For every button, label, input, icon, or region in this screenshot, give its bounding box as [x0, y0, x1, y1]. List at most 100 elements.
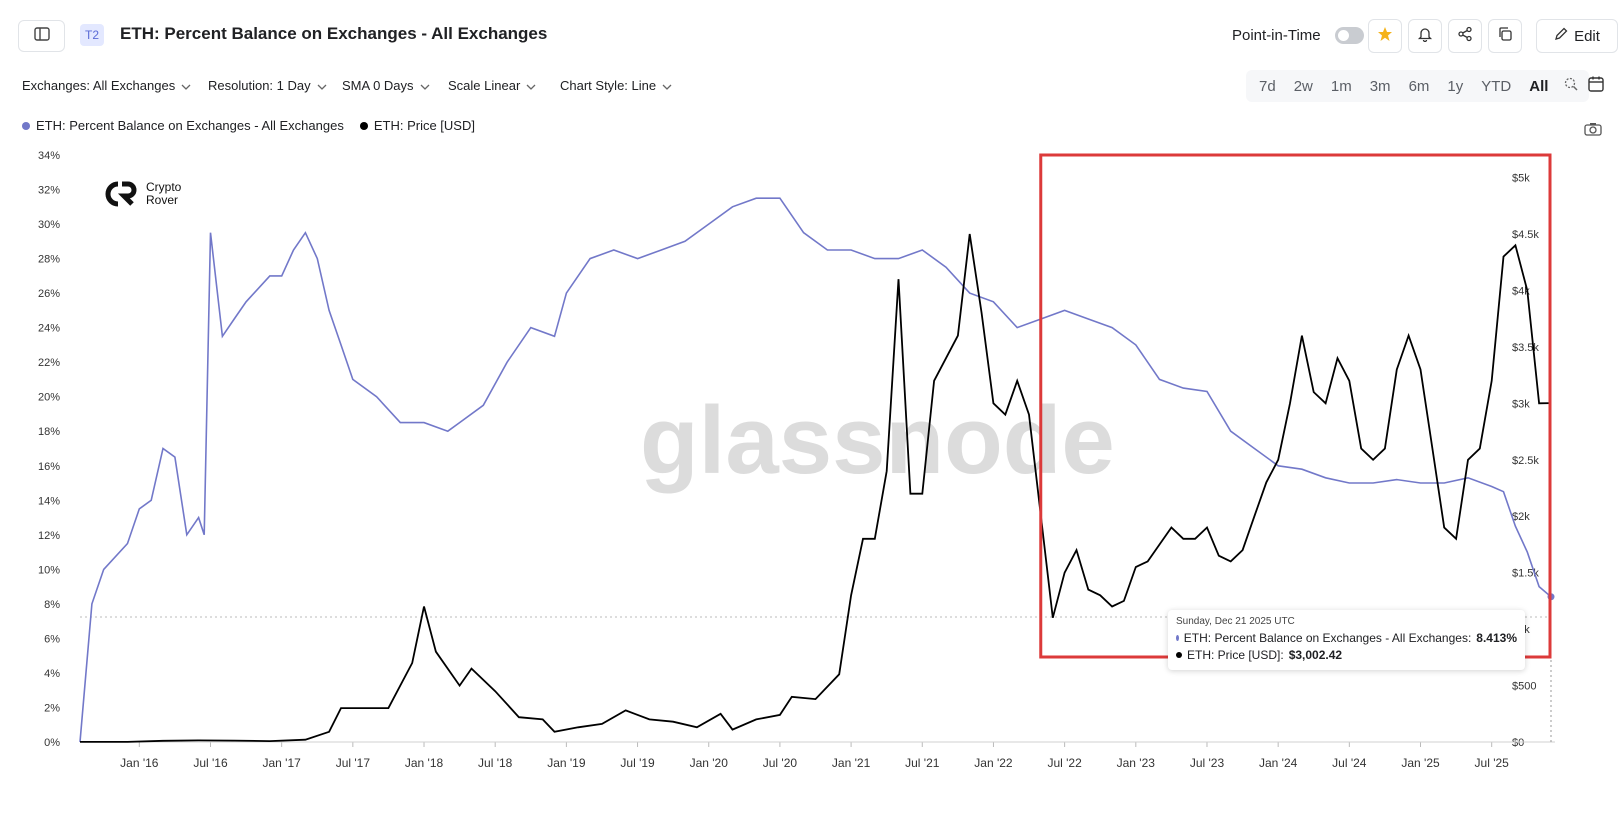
y-left-tick-label: 12% [38, 530, 60, 542]
tier-badge: T2 [80, 24, 104, 46]
legend-item-price[interactable]: ETH: Price [USD] [359, 118, 475, 133]
y-right-tick-label: $500 [1512, 681, 1536, 693]
alert-button[interactable] [1408, 19, 1442, 53]
y-left-tick-label: 26% [38, 288, 60, 300]
y-left-tick-label: 28% [38, 254, 60, 266]
x-tick-label: Jul '17 [336, 756, 371, 770]
header: T2 ETH: Percent Balance on Exchanges - A… [0, 0, 1622, 70]
range-all[interactable]: All [1529, 77, 1549, 95]
sma-label: SMA 0 Days [342, 78, 414, 93]
chevron-down-icon [317, 78, 327, 93]
zoom-icon[interactable] [1557, 76, 1585, 97]
chart-legend: ETH: Percent Balance on Exchanges - All … [22, 118, 475, 133]
y-left-tick-label: 0% [44, 737, 60, 749]
y-left-tick-label: 32% [38, 185, 60, 197]
tooltip-date: Sunday, Dec 21 2025 UTC [1176, 616, 1295, 627]
legend-swatch-price [359, 121, 368, 130]
date-picker-button[interactable] [1582, 72, 1610, 100]
resolution-label: Resolution: 1 Day [208, 78, 311, 93]
range-1y[interactable]: 1y [1447, 77, 1464, 95]
chart-area: glassnode 0% 2% 4% 6% 8% 10% 12% 14% 16% 18% 20% 22… [0, 145, 1622, 828]
page-title: ETH: Percent Balance on Exchanges - All … [120, 24, 548, 43]
tooltip-row-balance: ETH: Percent Balance on Exchanges - All … [1176, 631, 1517, 645]
x-tick-label: Jul '23 [1190, 756, 1225, 770]
x-tick-label: Jan '20 [690, 756, 729, 770]
balance-series-line [79, 197, 1552, 743]
x-tick-label: Jul '18 [478, 756, 513, 770]
chevron-down-icon [420, 78, 430, 93]
calendar-icon [1587, 75, 1605, 98]
x-tick-label: Jan '23 [1117, 756, 1156, 770]
duplicate-button[interactable] [1488, 19, 1522, 53]
y-left-tick-label: 8% [44, 599, 60, 611]
sidebar-toggle-button[interactable] [18, 20, 65, 52]
y-right-tick-label: $3.5k [1512, 342, 1539, 354]
edit-button[interactable]: Edit [1536, 19, 1618, 53]
x-tick-label: Jul '19 [620, 756, 655, 770]
tooltip-price-label: ETH: Price [USD]: [1187, 648, 1284, 662]
y-right-tick-label: $5k [1512, 173, 1530, 185]
sma-dropdown[interactable]: SMA 0 Days [342, 78, 430, 93]
y-left-tick-label: 6% [44, 633, 60, 645]
x-tick-label: Jan '22 [974, 756, 1013, 770]
x-tick-label: Jul '22 [1047, 756, 1082, 770]
legend-label-price: ETH: Price [USD] [373, 118, 475, 133]
favorite-button[interactable] [1368, 19, 1402, 53]
range-3m[interactable]: 3m [1369, 77, 1391, 95]
y-left-tick-label: 18% [38, 426, 60, 438]
chevron-down-icon [662, 78, 672, 93]
y-left-tick-label: 22% [38, 357, 60, 369]
range-1m[interactable]: 1m [1330, 77, 1352, 95]
crypto-rover-mark [105, 181, 137, 207]
x-tick-label: Jan '16 [120, 756, 159, 770]
legend-label-balance: ETH: Percent Balance on Exchanges - All … [36, 118, 344, 133]
crypto-rover-logo: Crypto Rover [100, 180, 181, 208]
x-tick-label: Jan '24 [1259, 756, 1298, 770]
sidebar-icon [33, 26, 50, 46]
chevron-down-icon [526, 78, 536, 93]
y-right-tick-label: $3k [1512, 398, 1530, 410]
range-7d[interactable]: 7d [1259, 77, 1276, 95]
camera-icon [1584, 123, 1602, 140]
y-left-tick-label: 14% [38, 495, 60, 507]
point-in-time-label: Point-in-Time [1232, 27, 1321, 44]
time-range-selector: 7d 2w 1m 3m 6m 1y YTD All [1246, 70, 1590, 102]
x-tick-label: Jul '16 [193, 756, 228, 770]
price-series-line [80, 233, 1552, 743]
y-right-tick-label: $4k [1512, 285, 1530, 297]
exchanges-dropdown[interactable]: Exchanges: All Exchanges [22, 78, 191, 93]
chart-style-dropdown[interactable]: Chart Style: Line [560, 78, 672, 93]
range-6m[interactable]: 6m [1408, 77, 1430, 95]
tooltip-price-value: $3,002.42 [1288, 648, 1343, 662]
watermark-text: glassnode [640, 387, 1115, 494]
logo-line-1: Crypto [146, 180, 182, 194]
point-in-time-toggle[interactable] [1335, 27, 1364, 44]
y-left-tick-label: 10% [38, 564, 60, 576]
chart-style-label: Chart Style: Line [560, 78, 657, 93]
x-tick-label: Jul '24 [1332, 756, 1367, 770]
star-icon [1377, 26, 1393, 47]
y-left-tick-label: 4% [44, 668, 60, 680]
pencil-icon [1554, 27, 1568, 45]
share-button[interactable] [1448, 19, 1482, 53]
resolution-dropdown[interactable]: Resolution: 1 Day [208, 78, 327, 93]
scale-dropdown[interactable]: Scale Linear [448, 78, 536, 93]
x-tick-label: Jul '21 [905, 756, 940, 770]
tooltip-swatch-price [1176, 652, 1182, 658]
legend-item-balance[interactable]: ETH: Percent Balance on Exchanges - All … [22, 118, 344, 133]
x-tick-label: Jul '25 [1475, 756, 1510, 770]
screenshot-button[interactable] [1584, 122, 1602, 141]
chevron-down-icon [181, 78, 191, 93]
x-tick-label: Jan '21 [832, 756, 871, 770]
range-2w[interactable]: 2w [1293, 77, 1313, 95]
y-left-tick-label: 24% [38, 323, 60, 335]
legend-swatch-balance [22, 121, 30, 130]
share-icon [1457, 26, 1473, 47]
tooltip-swatch-balance [1176, 635, 1179, 641]
y-left-tick-label: 2% [44, 702, 60, 714]
chart-svg[interactable]: glassnode 0% 2% 4% 6% 8% 10% 12% 14% 16% 18% 20% 22… [0, 145, 1622, 828]
y-left-tick-label: 34% [38, 150, 60, 162]
y-right-tick-label: $4.5k [1512, 229, 1539, 241]
range-ytd[interactable]: YTD [1481, 77, 1512, 95]
edit-label: Edit [1574, 27, 1600, 45]
